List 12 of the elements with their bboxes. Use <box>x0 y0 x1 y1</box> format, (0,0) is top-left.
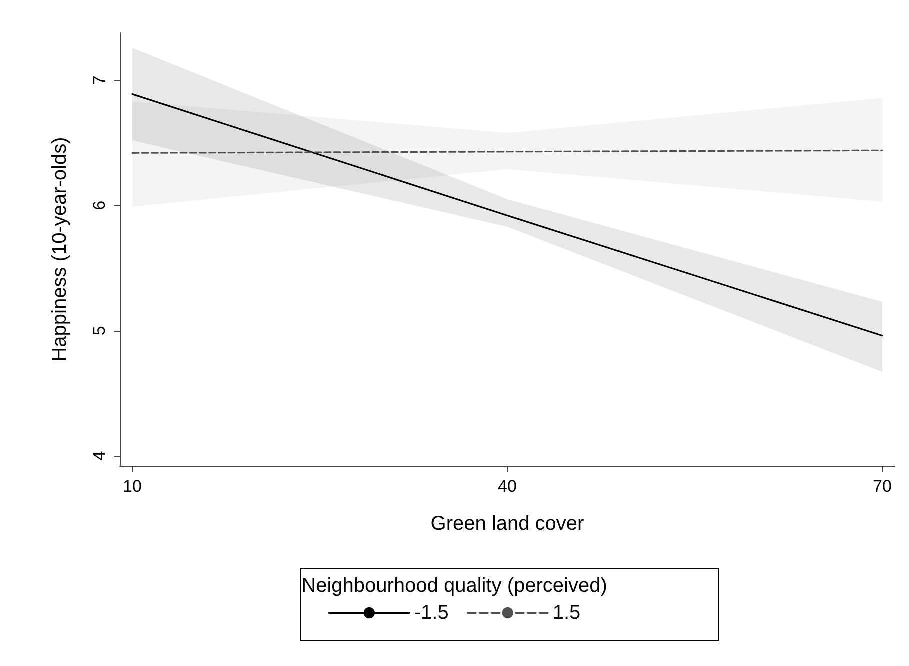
x-axis-title: Green land cover <box>430 513 585 535</box>
legend-label: 1.5 <box>552 602 581 624</box>
x-tick-label: 10 <box>123 477 142 496</box>
legend-title: Neighbourhood quality (perceived) <box>302 575 608 597</box>
y-tick-label: 7 <box>90 76 109 86</box>
y-tick-label: 5 <box>90 326 109 336</box>
y-tick-label: 6 <box>90 200 109 210</box>
x-tick-label: 70 <box>873 477 892 496</box>
x-tick-label: 40 <box>498 477 517 496</box>
legend-label: -1.5 <box>414 602 449 624</box>
y-tick-label: 4 <box>90 451 109 461</box>
y-axis-title: Happiness (10-year-olds) <box>49 137 71 362</box>
